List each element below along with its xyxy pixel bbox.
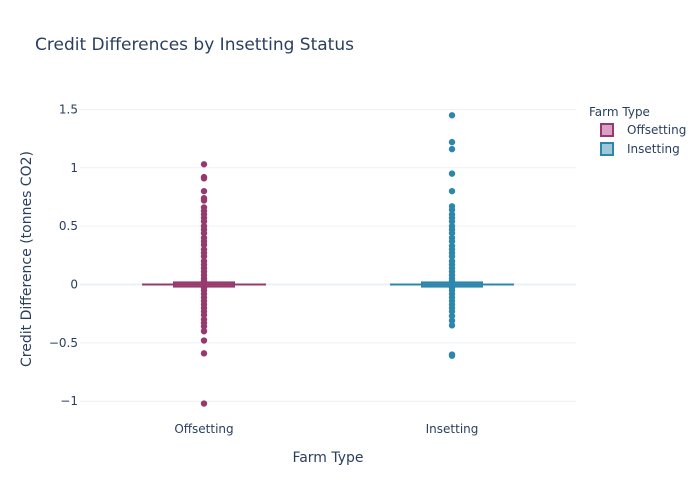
legend: Farm Type Offsetting Insetting <box>589 105 686 156</box>
x-tick-label: Insetting <box>426 422 479 436</box>
chart-title: Credit Differences by Insetting Status <box>35 35 354 55</box>
outlier-point <box>448 218 456 225</box>
outlier-point <box>200 241 208 249</box>
outlier-point <box>448 308 456 315</box>
y-tick-label: 0 <box>70 278 78 292</box>
outlier-point <box>448 229 456 237</box>
series-insetting <box>390 112 514 359</box>
legend-label: Offsetting <box>627 123 686 137</box>
outlier-point <box>200 311 208 319</box>
y-tick-label: 1 <box>70 161 78 175</box>
plot-area <box>142 112 514 407</box>
outlier-point <box>200 253 208 260</box>
y-axis-title: Credit Difference (tonnes CO2) <box>19 151 35 367</box>
series-offsetting <box>142 161 266 407</box>
grid-lines <box>80 108 576 402</box>
outlier-point <box>448 277 456 285</box>
outlier-point <box>200 327 208 335</box>
outlier-point <box>200 229 208 237</box>
outlier-point <box>200 277 208 285</box>
outlier-point <box>448 238 456 245</box>
x-axis-title: Farm Type <box>292 450 363 466</box>
outlier-point <box>448 312 456 320</box>
legend-swatch <box>600 142 614 156</box>
y-tick-labels: −1 −0.5 0 0.5 1 1.5 <box>49 102 78 408</box>
outlier-point <box>200 323 208 330</box>
outlier-point <box>448 187 456 195</box>
legend-swatch <box>600 123 614 137</box>
outlier-point <box>200 400 208 407</box>
outlier-point <box>200 350 208 357</box>
outlier-point <box>448 322 456 329</box>
outlier-point <box>448 145 456 153</box>
legend-title: Farm Type <box>589 105 650 119</box>
outlier-point <box>448 112 456 119</box>
x-tick-label: Offsetting <box>174 422 233 436</box>
outlier-point <box>200 161 208 168</box>
outlier-point <box>200 197 208 204</box>
y-tick-label: −0.5 <box>49 336 78 350</box>
outlier-point <box>448 352 456 359</box>
outlier-point <box>448 138 456 146</box>
outlier-point <box>200 175 208 182</box>
outlier-point <box>448 170 456 177</box>
legend-label: Insetting <box>627 142 680 156</box>
y-tick-label: 1.5 <box>59 102 78 116</box>
outlier-point <box>448 317 456 324</box>
outlier-point <box>448 253 456 260</box>
y-tick-label: −1 <box>60 394 78 408</box>
outlier-point <box>448 206 456 214</box>
outlier-point <box>200 337 208 344</box>
x-tick-labels: Offsetting Insetting <box>174 422 478 436</box>
outlier-point <box>200 218 208 225</box>
y-tick-label: 0.5 <box>59 219 78 233</box>
outlier-point <box>200 187 208 195</box>
